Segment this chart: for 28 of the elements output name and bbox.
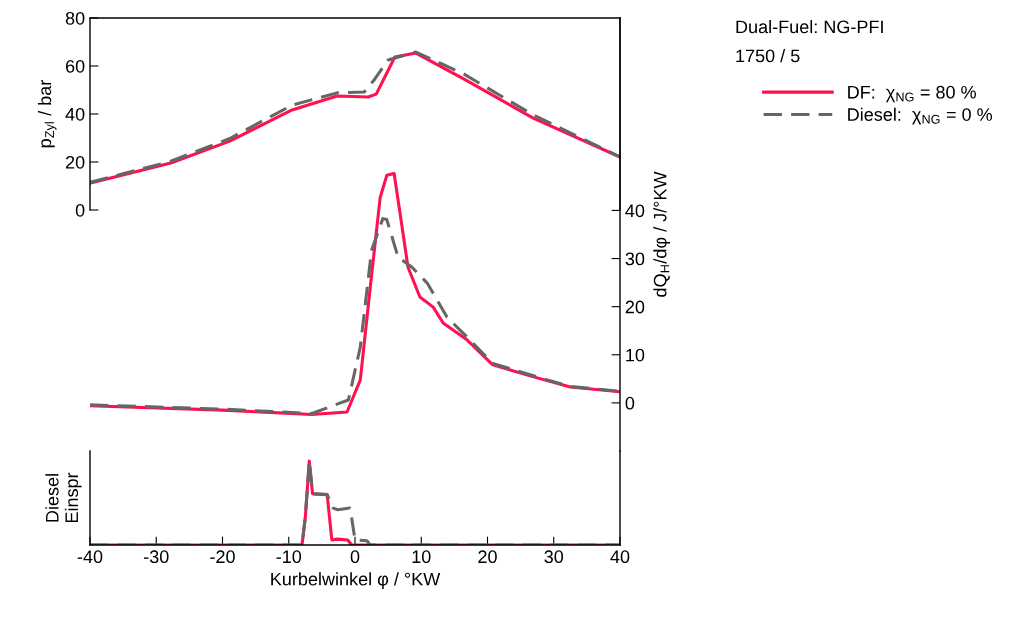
y-axis-title: p$_{Zyl}$ / bar [37,80,57,148]
x-axis-title: Kurbelwinkel φ / °KW [271,572,441,590]
x-tick-label: -10 [276,550,302,564]
y2-tick-label: 20 [625,300,645,314]
x-tick-label: 40 [610,550,630,564]
line-series [90,217,620,415]
x-tick-label: 20 [478,550,497,564]
y2-tick-label: 40 [625,204,645,218]
text: Dual-Fuel: NG-PFI [736,20,883,34]
x-tick-label: 30 [544,550,564,564]
legend-label: DF: χ$_{NG}$ = 80 % [848,85,976,103]
y2-tick-label: 30 [625,252,645,266]
x-tick-label: 10 [412,550,431,564]
text: 1750 / 5 [736,49,800,63]
x-tick-label: -20 [210,550,235,564]
y2-tick-label: 10 [626,348,645,362]
y-tick-label: 40 [65,107,85,121]
x-tick-label: -30 [144,550,169,564]
y2-axis-title: dQ$_{H}$/dφ / J/°KW [653,171,671,297]
y-tick-label: 60 [65,59,85,73]
y-tick-label: 0 [75,203,85,217]
y2-tick-label: 0 [625,396,635,410]
y-tick-label: 20 [65,155,85,169]
y-axis-title: Diesel Einspr [45,472,82,523]
y-tick-label: 80 [65,11,85,25]
legend-label: Diesel: χ$_{NG}$ = 0 % [848,107,993,125]
x-tick-label: -40 [77,550,103,564]
x-tick-label: 0 [350,550,360,564]
